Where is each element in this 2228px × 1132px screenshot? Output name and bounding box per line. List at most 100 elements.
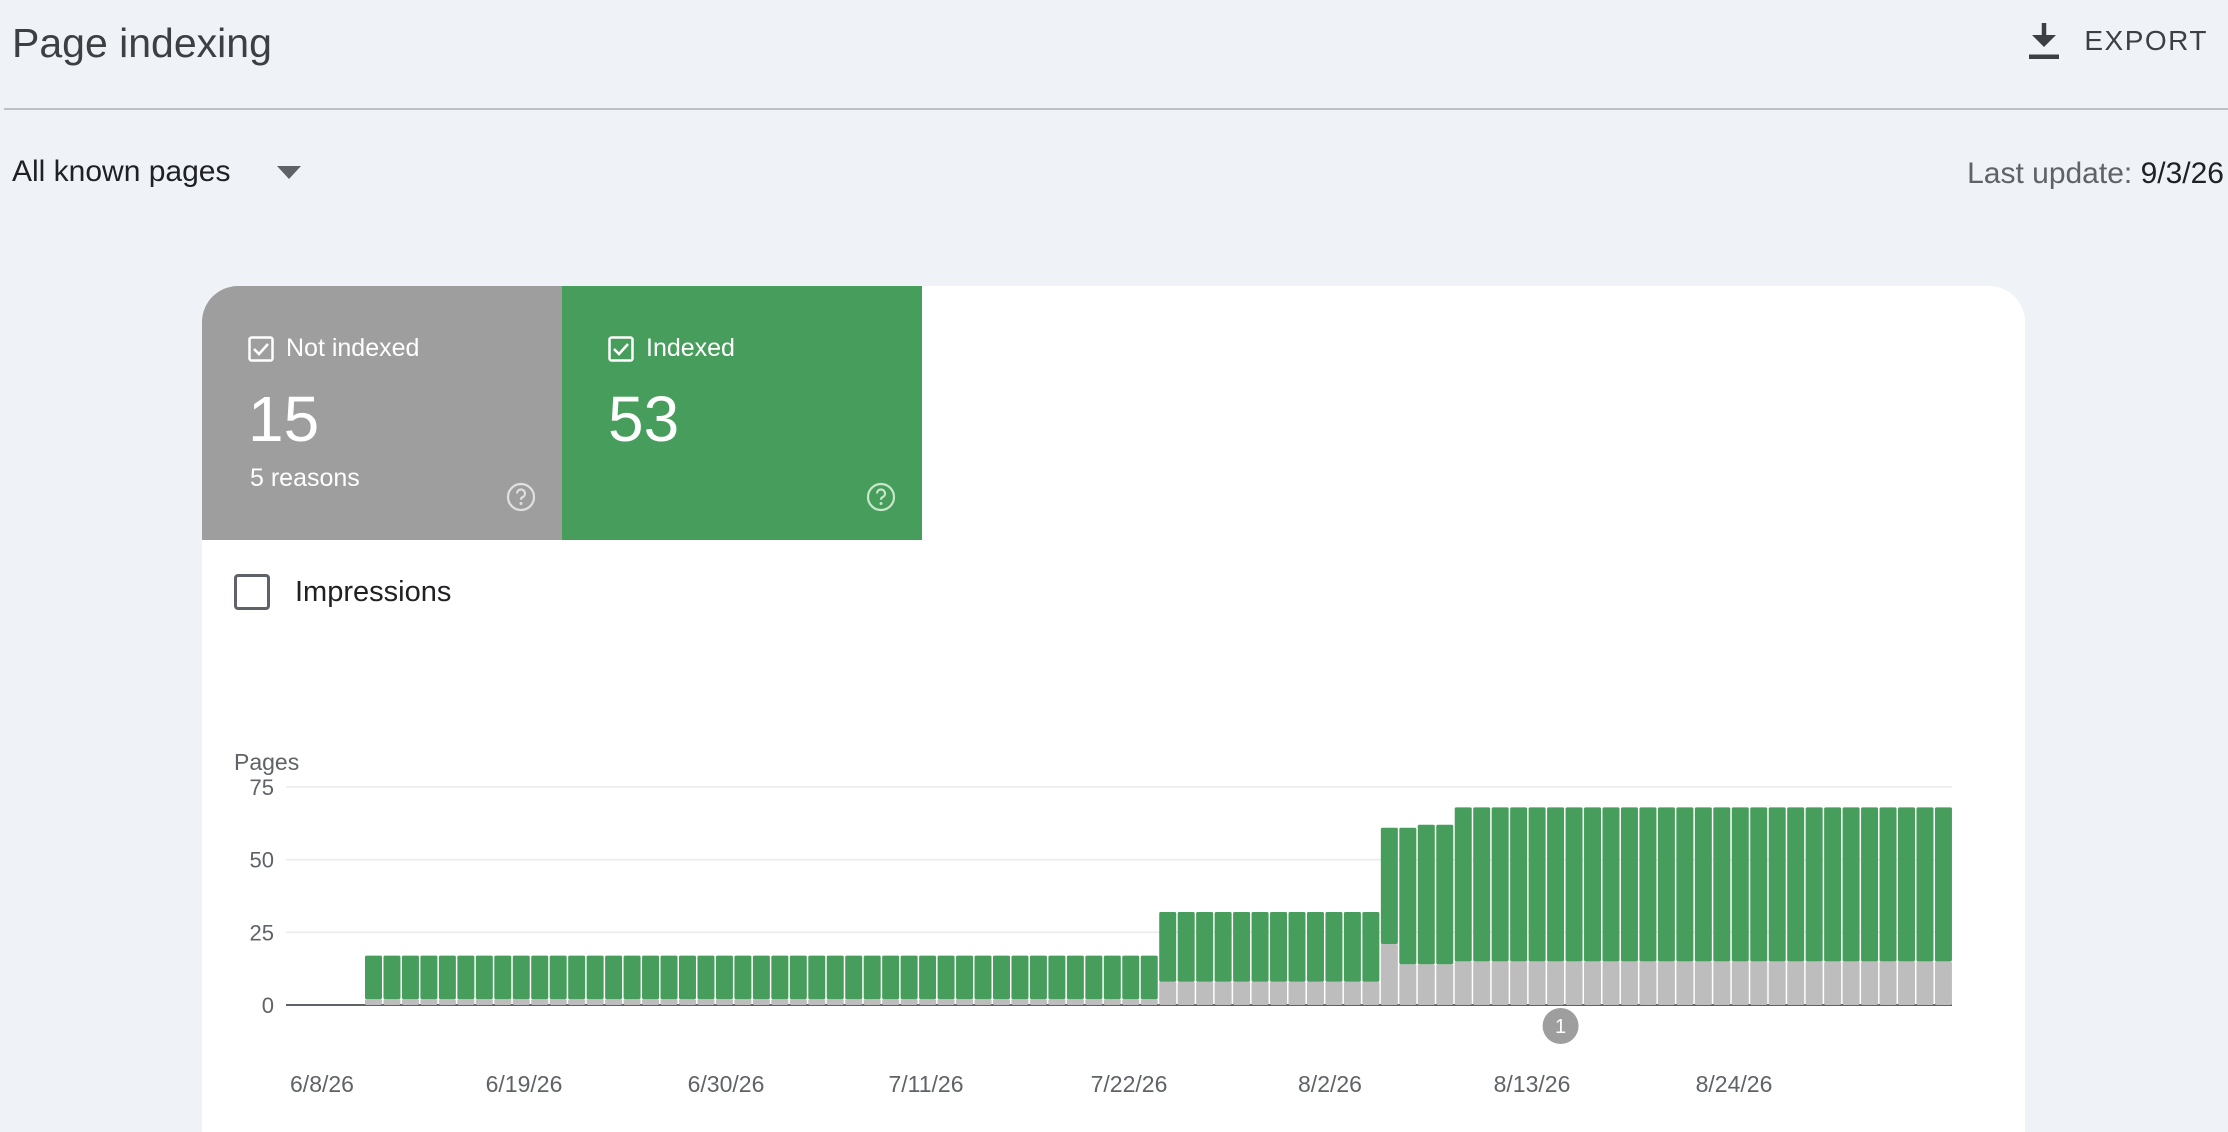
bar-not-indexed: [1768, 961, 1786, 1005]
export-label: EXPORT: [2084, 25, 2208, 56]
bar-not-indexed: [1140, 999, 1158, 1005]
indexing-card: Not indexed 15 5 reasons Indexed 53 Impr…: [202, 286, 2025, 1132]
not-indexed-header: Not indexed: [248, 334, 419, 363]
bar-not-indexed: [383, 999, 401, 1005]
bar-indexed: [549, 955, 567, 1000]
checkbox-checked-icon[interactable]: [608, 335, 634, 362]
indexed-label: Indexed: [646, 334, 735, 362]
bar-not-indexed: [365, 999, 382, 1005]
bar-indexed: [956, 955, 974, 1000]
bar-not-indexed: [808, 999, 826, 1005]
bar-indexed: [845, 955, 863, 1000]
bar-indexed: [1306, 911, 1324, 982]
bar-not-indexed: [1306, 981, 1324, 1005]
last-update-value: 9/3/26: [2140, 157, 2224, 190]
bar-not-indexed: [1066, 999, 1084, 1005]
bar-indexed: [1565, 807, 1583, 962]
bar-not-indexed: [1159, 981, 1177, 1005]
bar-indexed: [974, 955, 992, 1000]
bar-indexed: [1510, 807, 1528, 962]
bar-indexed: [512, 955, 530, 1000]
bar-indexed: [1233, 911, 1251, 982]
page-filter-dropdown[interactable]: All known pages: [12, 155, 302, 189]
bar-indexed: [1713, 807, 1731, 962]
bar-not-indexed: [789, 999, 807, 1005]
help-icon[interactable]: [506, 482, 536, 512]
bar-indexed: [401, 955, 419, 1000]
bar-indexed: [937, 955, 955, 1000]
bar-indexed: [1066, 955, 1084, 1000]
bar-indexed: [1399, 827, 1417, 965]
bar-not-indexed: [605, 999, 623, 1005]
x-tick-label: 8/2/26: [1298, 1071, 1362, 1097]
bar-indexed: [1934, 807, 1952, 962]
bar-not-indexed: [660, 999, 678, 1005]
bar-indexed: [919, 955, 937, 1000]
bar-indexed: [1011, 955, 1029, 1000]
bar-indexed: [1085, 955, 1103, 1000]
annotation-marker: [1542, 1008, 1579, 1044]
bar-not-indexed: [401, 999, 419, 1005]
bar-not-indexed: [1565, 961, 1583, 1005]
bar-not-indexed: [438, 999, 456, 1005]
bar-indexed: [1639, 807, 1657, 962]
bar-indexed: [383, 955, 401, 1000]
bar-not-indexed: [1584, 961, 1602, 1005]
bar-indexed: [1676, 807, 1694, 962]
bar-not-indexed: [1417, 964, 1435, 1005]
impressions-toggle[interactable]: Impressions: [234, 574, 451, 610]
y-tick-label: 25: [250, 920, 274, 945]
bar-indexed: [789, 955, 807, 1000]
bar-indexed: [826, 955, 844, 1000]
x-tick-label: 7/22/26: [1091, 1071, 1168, 1097]
export-button[interactable]: EXPORT: [2026, 20, 2208, 62]
bar-indexed: [1325, 911, 1343, 982]
annotation-label: 1: [1555, 1016, 1566, 1038]
bar-not-indexed: [623, 999, 641, 1005]
indexed-tile[interactable]: Indexed 53: [562, 286, 922, 540]
bar-not-indexed: [512, 999, 530, 1005]
bar-not-indexed: [1602, 961, 1620, 1005]
bar-not-indexed: [992, 999, 1010, 1005]
download-icon: [2029, 23, 2060, 59]
bar-not-indexed: [1196, 981, 1214, 1005]
bar-not-indexed: [715, 999, 733, 1005]
bar-indexed: [1362, 911, 1380, 982]
bar-not-indexed: [1805, 961, 1823, 1005]
x-tick-label: 6/8/26: [290, 1071, 354, 1097]
bar-not-indexed: [1547, 961, 1565, 1005]
bar-not-indexed: [1657, 961, 1675, 1005]
impressions-checkbox[interactable]: [234, 574, 270, 610]
not-indexed-count: 15: [248, 383, 320, 455]
bar-not-indexed: [1048, 999, 1066, 1005]
bar-indexed: [1805, 807, 1823, 962]
bar-indexed: [734, 955, 752, 1000]
bar-indexed: [1898, 807, 1916, 962]
bar-indexed: [1417, 824, 1435, 965]
bar-indexed: [1214, 911, 1232, 982]
bar-not-indexed: [1676, 961, 1694, 1005]
bar-indexed: [808, 955, 826, 1000]
bar-indexed: [1288, 911, 1306, 982]
bar-indexed: [752, 955, 770, 1000]
bar-indexed: [1270, 911, 1288, 982]
x-tick-label: 8/24/26: [1696, 1071, 1773, 1097]
bar-not-indexed: [1787, 961, 1805, 1005]
bar-not-indexed: [1713, 961, 1731, 1005]
bar-indexed: [438, 955, 456, 1000]
bar-indexed: [1547, 807, 1565, 962]
bar-indexed: [900, 955, 918, 1000]
header-bar: Page indexing EXPORT: [4, 0, 2228, 110]
bar-indexed: [1916, 807, 1934, 962]
bar-not-indexed: [586, 999, 604, 1005]
bar-not-indexed: [882, 999, 900, 1005]
checkbox-checked-icon[interactable]: [248, 335, 274, 362]
bar-indexed: [1602, 807, 1620, 962]
bar-indexed: [1787, 807, 1805, 962]
help-icon[interactable]: [866, 482, 896, 512]
bar-indexed: [1879, 807, 1897, 962]
not-indexed-tile[interactable]: Not indexed 15 5 reasons: [202, 286, 562, 540]
last-update-label: Last update:: [1967, 157, 2133, 190]
bar-indexed: [771, 955, 789, 1000]
bar-indexed: [365, 955, 382, 1000]
